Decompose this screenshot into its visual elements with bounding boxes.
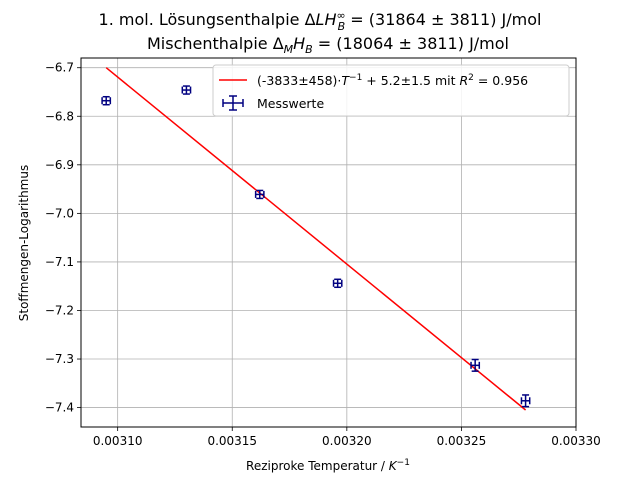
legend: (-3833±458)·T−1 + 5.2±1.5 mit R2 = 0.956…	[212, 64, 570, 117]
y-tick-label: −7.1	[45, 255, 74, 269]
measurement-point	[181, 85, 192, 95]
measurement-point	[101, 95, 112, 106]
grid	[81, 58, 577, 427]
x-tick-label: 0.00330	[551, 434, 601, 448]
measurement-point	[332, 278, 343, 289]
legend-measure-swatch	[222, 95, 244, 111]
plot-background	[81, 58, 576, 427]
y-tick-label: −7.0	[45, 206, 74, 220]
plot-area	[80, 57, 577, 428]
x-axis-label: Reziproke Temperatur / K−1	[246, 458, 410, 473]
x-axis: 0.00310 0.00315 0.00320 0.00325 0.00330	[93, 427, 601, 448]
series-layer	[101, 67, 531, 411]
chart-title-line2: Mischenthalpie ΔMHB = (18064 ± 3811) J/m…	[147, 34, 509, 56]
legend-measure-label: Messwerte	[257, 96, 324, 111]
measurement-point	[520, 394, 531, 408]
y-tick-label: −7.4	[45, 401, 74, 415]
y-axis: −6.7 −6.8 −6.9 −7.0 −7.1 −7.2 −7.3 −7.4	[45, 61, 81, 415]
legend-fit-label: (-3833±458)·T−1 + 5.2±1.5 mit R2 = 0.956	[257, 73, 528, 88]
x-tick-label: 0.00325	[437, 434, 487, 448]
measurement-point	[470, 358, 481, 372]
y-tick-label: −6.9	[45, 158, 74, 172]
y-axis-label: Stoffmengen-Logarithmus	[17, 165, 31, 321]
x-tick-label: 0.00315	[207, 434, 257, 448]
x-tick-label: 0.00310	[93, 434, 143, 448]
y-tick-label: −6.7	[45, 61, 74, 75]
fit-line	[105, 67, 527, 411]
legend-box	[212, 64, 570, 117]
x-tick-label: 0.00320	[322, 434, 372, 448]
y-tick-label: −7.2	[45, 303, 74, 317]
chart-title-line1: 1. mol. Lösungsenthalpie ΔLH∞ B = (31864 …	[99, 9, 542, 34]
plot-frame	[80, 57, 577, 428]
measurement-point	[254, 189, 265, 200]
y-tick-label: −6.8	[45, 109, 74, 123]
y-tick-label: −7.3	[45, 352, 74, 366]
